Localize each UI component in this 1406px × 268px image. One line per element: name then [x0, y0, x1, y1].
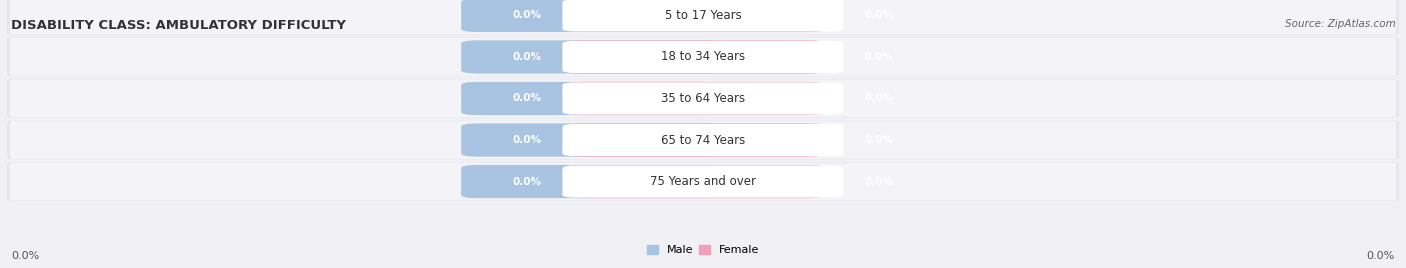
- FancyBboxPatch shape: [562, 0, 844, 32]
- FancyBboxPatch shape: [461, 40, 720, 74]
- FancyBboxPatch shape: [562, 165, 844, 198]
- Text: 0.0%: 0.0%: [513, 135, 541, 145]
- FancyBboxPatch shape: [562, 83, 844, 115]
- Text: 0.0%: 0.0%: [11, 251, 39, 261]
- Text: DISABILITY CLASS: AMBULATORY DIFFICULTY: DISABILITY CLASS: AMBULATORY DIFFICULTY: [11, 19, 346, 32]
- FancyBboxPatch shape: [10, 0, 1396, 34]
- FancyBboxPatch shape: [10, 80, 1396, 117]
- FancyBboxPatch shape: [7, 79, 1399, 118]
- FancyBboxPatch shape: [10, 163, 1396, 200]
- FancyBboxPatch shape: [10, 121, 1396, 159]
- Text: 0.0%: 0.0%: [865, 135, 893, 145]
- Text: 0.0%: 0.0%: [865, 52, 893, 62]
- FancyBboxPatch shape: [7, 0, 1399, 35]
- FancyBboxPatch shape: [461, 0, 720, 32]
- FancyBboxPatch shape: [461, 82, 720, 115]
- Text: 0.0%: 0.0%: [1367, 251, 1395, 261]
- FancyBboxPatch shape: [562, 124, 844, 156]
- Text: 35 to 64 Years: 35 to 64 Years: [661, 92, 745, 105]
- FancyBboxPatch shape: [461, 165, 720, 198]
- Text: 0.0%: 0.0%: [513, 10, 541, 20]
- Text: 0.0%: 0.0%: [513, 94, 541, 103]
- FancyBboxPatch shape: [567, 40, 825, 74]
- FancyBboxPatch shape: [7, 38, 1399, 76]
- Text: 0.0%: 0.0%: [865, 177, 893, 187]
- Text: 0.0%: 0.0%: [865, 94, 893, 103]
- Text: 75 Years and over: 75 Years and over: [650, 175, 756, 188]
- FancyBboxPatch shape: [7, 121, 1399, 159]
- Text: 0.0%: 0.0%: [865, 10, 893, 20]
- FancyBboxPatch shape: [567, 82, 825, 115]
- Text: 0.0%: 0.0%: [513, 177, 541, 187]
- Text: 0.0%: 0.0%: [513, 52, 541, 62]
- FancyBboxPatch shape: [567, 123, 825, 157]
- Text: 18 to 34 Years: 18 to 34 Years: [661, 50, 745, 64]
- FancyBboxPatch shape: [567, 165, 825, 198]
- FancyBboxPatch shape: [10, 38, 1396, 76]
- Legend: Male, Female: Male, Female: [643, 240, 763, 260]
- FancyBboxPatch shape: [7, 162, 1399, 201]
- FancyBboxPatch shape: [461, 123, 720, 157]
- FancyBboxPatch shape: [567, 0, 825, 32]
- Text: 65 to 74 Years: 65 to 74 Years: [661, 133, 745, 147]
- Text: Source: ZipAtlas.com: Source: ZipAtlas.com: [1285, 19, 1396, 29]
- FancyBboxPatch shape: [562, 41, 844, 73]
- Text: 5 to 17 Years: 5 to 17 Years: [665, 9, 741, 22]
